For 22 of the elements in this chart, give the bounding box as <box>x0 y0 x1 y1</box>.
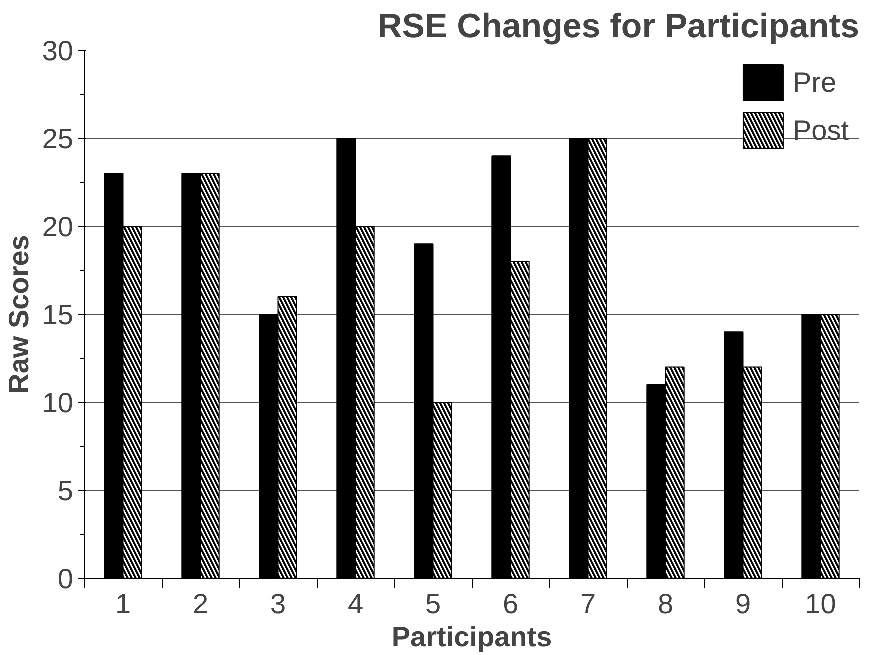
x-tick-label: 1 <box>115 588 132 620</box>
y-tick-label: 30 <box>42 36 74 66</box>
y-tick-label: 0 <box>58 564 74 594</box>
x-axis-title: Participants <box>392 622 552 652</box>
x-tick-label: 9 <box>735 588 752 620</box>
x-tick-label: 5 <box>425 588 442 620</box>
x-tick-label: 2 <box>192 588 209 620</box>
x-tick-label: 3 <box>270 588 286 620</box>
y-axis-title: Raw Scores <box>3 235 34 394</box>
y-tick-label: 10 <box>42 388 74 418</box>
x-tick-label: 6 <box>502 588 519 620</box>
x-tick-label: 7 <box>580 588 596 620</box>
y-tick-label: 5 <box>58 476 74 506</box>
x-tick-label: 4 <box>348 588 364 620</box>
y-tick-label: 25 <box>42 124 74 154</box>
y-tick-label: 15 <box>42 300 74 330</box>
chart-title: RSE Changes for Participants <box>378 8 860 46</box>
x-tick-label: 8 <box>658 588 674 620</box>
legend-label: Pre <box>792 66 837 98</box>
y-tick-label: 20 <box>42 212 74 242</box>
legend-label: Post <box>792 114 849 146</box>
x-tick-label: 10 <box>805 588 836 620</box>
